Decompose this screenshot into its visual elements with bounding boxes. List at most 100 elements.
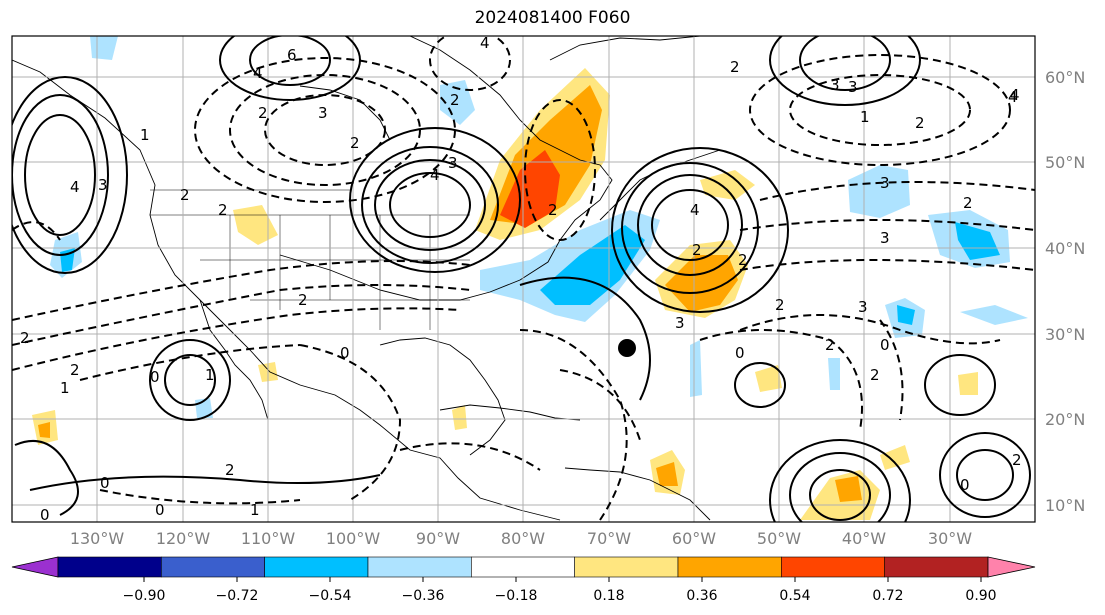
colorbar-swatch [161, 556, 265, 578]
lon-label: 80°W [501, 529, 545, 548]
map-frame [11, 35, 1036, 523]
contour-label: 4 [430, 166, 440, 184]
contour-label: 1 [60, 379, 70, 397]
latitude-labels: 60°N 50°N 40°N 30°N 20°N 10°N [1045, 68, 1085, 515]
lon-label: 100°W [326, 529, 381, 548]
colorbar-swatch [781, 556, 885, 578]
lat-label: 30°N [1045, 325, 1085, 344]
shade-warm-tropic-e [880, 445, 910, 470]
shade-warm-carib [452, 405, 467, 430]
contour-label: 3 [448, 154, 458, 172]
contour-label: 3 [675, 314, 685, 332]
contour-label: 1 [860, 108, 870, 126]
contour-label: 2 [70, 361, 80, 379]
contour-label: 2 [730, 58, 740, 76]
contour-label: 0 [960, 476, 970, 494]
lat-label: 50°N [1045, 153, 1085, 172]
colorbar-tick-label: −0.18 [495, 588, 538, 604]
contour-label: 4 [1010, 86, 1020, 104]
contour-label: 3 [880, 174, 890, 192]
contour-label: 1 [140, 126, 150, 144]
contour-label: 3 [880, 229, 890, 247]
lon-label: 70°W [587, 529, 631, 548]
lon-label: 120°W [156, 529, 211, 548]
lon-label: 90°W [416, 529, 460, 548]
graticule [12, 36, 1035, 522]
contour-label: 6 [287, 46, 297, 64]
shade-warm-tropic-b2 [835, 476, 862, 502]
contour-label: 2 [258, 104, 268, 122]
lon-label: 60°W [672, 529, 716, 548]
colorbar-high-extension [987, 556, 1036, 578]
lon-label: 40°W [842, 529, 886, 548]
colorbar-tick-label: −0.54 [309, 588, 352, 604]
contour-label: 0 [100, 474, 110, 492]
shaded-anomalies [32, 36, 1028, 520]
contour-label: 3 [830, 76, 840, 94]
colorbar-tick-label: 0.36 [686, 588, 717, 604]
contour-label: 3 [858, 298, 868, 316]
lat-label: 60°N [1045, 68, 1085, 87]
contour-label: 0 [40, 506, 50, 524]
lon-label: 50°W [757, 529, 801, 548]
contour-label: 0 [340, 344, 350, 362]
lon-label: 30°W [928, 529, 972, 548]
contour-label: 3 [98, 176, 108, 194]
longitude-labels: 130°W 120°W 110°W 100°W 90°W 80°W 70°W 6… [70, 529, 972, 548]
contour-label: 0 [155, 501, 165, 519]
contour-label: 1 [205, 366, 215, 384]
contour-label: 2 [775, 296, 785, 314]
contour-label: 2 [963, 194, 973, 212]
colorbar-tick-label: −0.36 [402, 588, 445, 604]
contour-label: 2 [20, 329, 30, 347]
contour-label: 2 [218, 201, 228, 219]
shade-warm-pac-south2 [38, 422, 50, 438]
shade-cold-tropic-b [828, 358, 840, 390]
colorbar-tick-label: 0.90 [965, 588, 996, 604]
shade-warm-tropic-c [755, 365, 782, 392]
contour-label: 2 [180, 186, 190, 204]
shade-warm-quebec-strong [500, 150, 560, 228]
storm-center-marker [618, 339, 636, 357]
contour-label: 4 [70, 178, 80, 196]
contour-label: 2 [298, 291, 308, 309]
contour-label: 2 [1012, 451, 1022, 469]
contour-label: 2 [915, 114, 925, 132]
contour-label: 4 [480, 34, 490, 52]
shade-cold-east-c2 [897, 305, 915, 325]
colorbar-swatch [677, 556, 782, 578]
contours-positive [12, 36, 1031, 522]
contour-label: 0 [735, 344, 745, 362]
contour-label: 0 [150, 368, 160, 386]
shade-cold-eastcoast-mid [540, 225, 645, 305]
colorbar-tick-label: 0.72 [872, 588, 903, 604]
contour-label: 2 [870, 366, 880, 384]
contour-label: 2 [450, 91, 460, 109]
shade-cold-east-a [848, 165, 910, 218]
shade-warm-baja [233, 205, 278, 245]
lat-label: 10°N [1045, 496, 1085, 515]
colorbar-swatch [471, 556, 575, 578]
lat-label: 20°N [1045, 410, 1085, 429]
contour-label: 4 [253, 64, 263, 82]
contour-label: 2 [825, 336, 835, 354]
lon-label: 110°W [241, 529, 296, 548]
shade-cold-east-d [960, 305, 1028, 325]
colorbar: −0.90 −0.72 −0.54 −0.36 −0.18 0.18 0.36 0.54 0.7… [11, 556, 1036, 604]
state-borders [150, 189, 470, 330]
shade-warm-north [700, 170, 755, 200]
shade-warm-tropic-a2 [656, 462, 678, 486]
colorbar-tick-label: 0.18 [593, 588, 624, 604]
colorbar-tick-label: −0.72 [216, 588, 259, 604]
contour-label: 2 [548, 201, 558, 219]
contour-label: 2 [225, 461, 235, 479]
shade-warm-tropic-d [958, 372, 978, 395]
contour-label: 1 [250, 501, 260, 519]
colorbar-swatch [57, 556, 162, 578]
colorbar-swatch [574, 556, 679, 578]
colorbar-low-extension [11, 556, 59, 578]
contour-label: 4 [690, 201, 700, 219]
contour-label: 3 [848, 78, 858, 96]
colorbar-swatch [367, 556, 472, 578]
